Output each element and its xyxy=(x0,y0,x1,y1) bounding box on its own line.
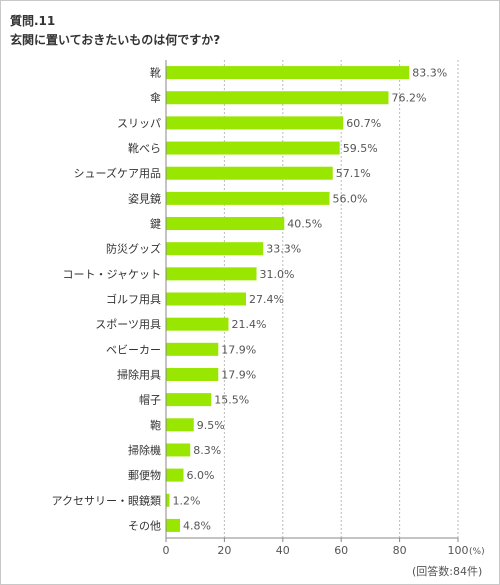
category-label-14: 鞄 xyxy=(150,418,161,432)
value-label-0: 83.3% xyxy=(412,67,447,80)
category-label-0: 靴 xyxy=(150,66,161,80)
value-label-18: 4.8% xyxy=(183,519,211,532)
category-label-15: 掃除機 xyxy=(128,443,161,457)
bar-9 xyxy=(166,292,247,306)
value-label-17: 1.2% xyxy=(173,494,201,507)
category-label-12: 掃除用具 xyxy=(117,367,161,381)
value-label-13: 15.5% xyxy=(214,394,249,407)
value-label-3: 59.5% xyxy=(343,142,378,155)
value-label-6: 40.5% xyxy=(287,218,322,231)
bar-18 xyxy=(166,518,181,532)
bar-2 xyxy=(166,116,344,130)
category-label-10: スポーツ用具 xyxy=(95,318,161,331)
bar-13 xyxy=(166,393,212,407)
value-label-8: 31.0% xyxy=(260,268,295,281)
bar-8 xyxy=(166,267,257,281)
bar-7 xyxy=(166,242,264,256)
category-label-5: 姿見鏡 xyxy=(128,191,161,205)
bar-6 xyxy=(166,217,285,231)
category-label-17: アクセサリー・眼鏡類 xyxy=(52,493,161,507)
category-label-8: コート・ジャケット xyxy=(63,268,161,281)
bar-3 xyxy=(166,141,340,155)
bar-12 xyxy=(166,367,219,381)
value-label-16: 6.0% xyxy=(187,469,215,482)
x-tick-label-0: 0 xyxy=(163,544,170,557)
value-label-14: 9.5% xyxy=(197,419,225,432)
value-label-15: 8.3% xyxy=(193,444,221,457)
category-label-18: その他 xyxy=(128,519,161,532)
category-label-13: 帽子 xyxy=(139,394,161,407)
respondents-note: (回答数:84件) xyxy=(412,565,483,578)
x-tick-label-60: 60 xyxy=(334,544,348,557)
value-label-5: 56.0% xyxy=(333,192,368,205)
category-label-9: ゴルフ用具 xyxy=(106,292,161,306)
value-label-11: 17.9% xyxy=(221,343,256,356)
x-tick-label-100: 100 xyxy=(448,544,469,557)
category-label-7: 防災グッズ xyxy=(106,242,161,256)
bar-5 xyxy=(166,191,330,205)
bar-17 xyxy=(166,493,170,507)
value-label-12: 17.9% xyxy=(221,368,256,381)
x-axis-unit: (%) xyxy=(469,547,485,557)
category-label-16: 郵便物 xyxy=(128,468,161,482)
value-label-4: 57.1% xyxy=(336,167,371,180)
bar-1 xyxy=(166,91,389,105)
bar-11 xyxy=(166,342,219,356)
bar-0 xyxy=(166,66,410,80)
question-number: 質問.11 xyxy=(10,14,56,28)
category-label-4: シューズケア用品 xyxy=(74,166,161,180)
x-tick-label-40: 40 xyxy=(276,544,290,557)
bar-10 xyxy=(166,317,229,331)
category-label-3: 靴べら xyxy=(128,141,161,155)
bar-14 xyxy=(166,418,194,432)
value-label-10: 21.4% xyxy=(231,318,266,331)
category-label-11: ベビーカー xyxy=(106,343,161,356)
bar-16 xyxy=(166,468,184,482)
x-tick-label-80: 80 xyxy=(393,544,407,557)
question-title: 玄関に置いておきたいものは何ですか? xyxy=(10,33,221,47)
value-label-9: 27.4% xyxy=(249,293,284,306)
x-tick-label-20: 20 xyxy=(217,544,231,557)
value-label-7: 33.3% xyxy=(266,243,301,256)
bar-15 xyxy=(166,443,191,457)
bar-4 xyxy=(166,166,333,180)
category-label-1: 傘 xyxy=(150,92,161,105)
value-label-1: 76.2% xyxy=(392,92,427,105)
category-label-6: 鍵 xyxy=(150,217,161,231)
category-label-2: スリッパ xyxy=(117,117,161,130)
value-label-2: 60.7% xyxy=(346,117,381,130)
